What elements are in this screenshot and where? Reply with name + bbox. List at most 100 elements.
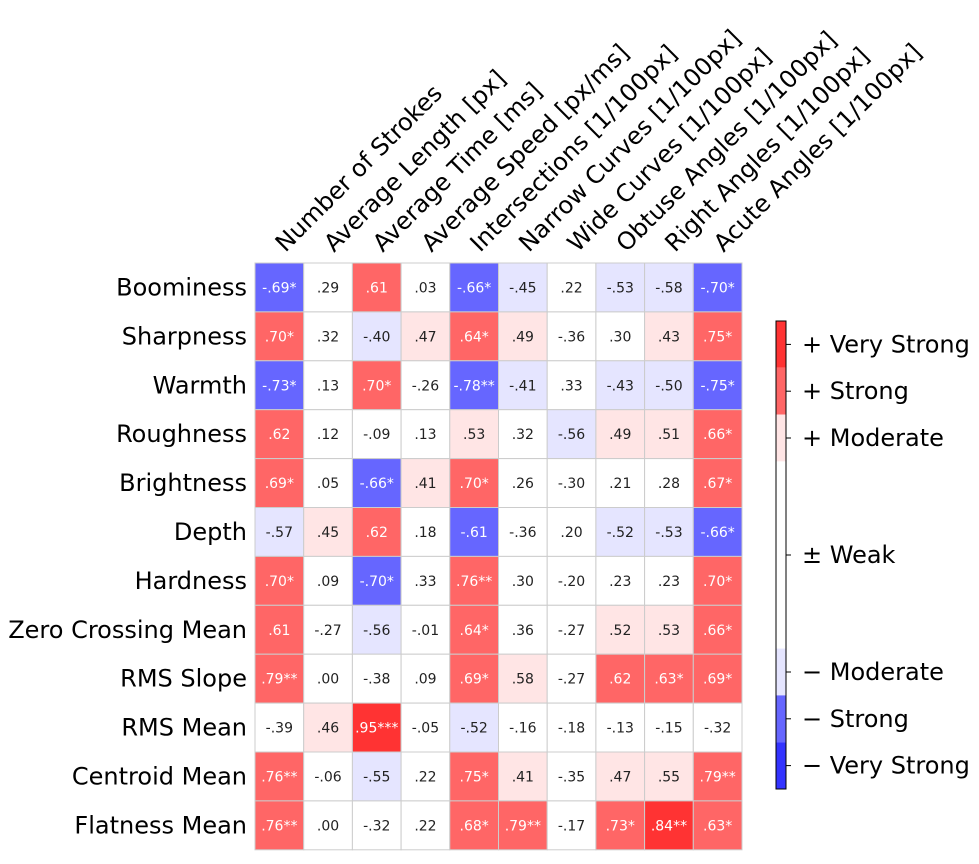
heatmap-cell: [644, 409, 694, 460]
heatmap-cell: [303, 458, 353, 509]
cell-value-label: .43: [658, 329, 680, 345]
cell-value-label: .76**: [456, 574, 492, 590]
cell-value-label: -.38: [363, 672, 390, 688]
heatmap-cell: [303, 604, 353, 655]
heatmap-cell: [546, 751, 597, 802]
row-label: Roughness: [116, 420, 247, 448]
cell-value-label: .73*: [606, 818, 635, 834]
heatmap-cell: [595, 262, 646, 313]
cell-value-label: .69*: [703, 672, 732, 688]
row-label: Zero Crossing Mean: [8, 616, 247, 644]
heatmap-cell: [546, 458, 597, 509]
colorbar-segment: [776, 367, 786, 415]
heatmap-cell: [303, 800, 353, 851]
heatmap-cell: [449, 702, 499, 753]
cell-value-label: .33: [560, 378, 582, 394]
heatmap-cell: [400, 604, 451, 655]
heatmap-cell: [692, 604, 743, 655]
heatmap-cell: [254, 262, 305, 313]
heatmap-cell: [498, 409, 548, 460]
heatmap-cell: [303, 653, 353, 704]
colorbar-segment: [776, 648, 786, 696]
cell-value-label: .00: [317, 818, 339, 834]
heatmap-cell: [546, 555, 597, 606]
cell-value-label: .63*: [703, 818, 732, 834]
heatmap-cell: [644, 800, 694, 851]
heatmap-cell: [351, 604, 402, 655]
cell-value-label: .47: [414, 329, 436, 345]
cell-value-label: .61: [268, 623, 290, 639]
heatmap-cell: [644, 507, 694, 557]
cell-value-label: -.17: [558, 818, 585, 834]
cell-value-label: .32: [512, 427, 534, 443]
heatmap-cell: [351, 458, 402, 509]
heatmap-cell: [449, 604, 499, 655]
heatmap-cell: [449, 751, 499, 802]
cell-value-label: -.43: [607, 378, 634, 394]
cell-value-label: .70*: [265, 329, 294, 345]
cell-value-label: .52: [609, 623, 631, 639]
cell-value-label: -.35: [558, 769, 585, 785]
colorbar: + Very Strong + Strong + Moderate ± Weak − M…: [775, 320, 970, 790]
heatmap-cell: [595, 604, 646, 655]
cell-value-label: -.36: [509, 525, 536, 541]
colorbar-label: − Strong: [802, 705, 909, 733]
heatmap-cell: [498, 604, 548, 655]
heatmap-cell: [351, 262, 402, 313]
row-label: Boominess: [116, 273, 247, 301]
cell-value-label: .55: [658, 769, 680, 785]
heatmap-cell: [692, 360, 743, 411]
cell-value-label: .66*: [703, 623, 732, 639]
cell-value-label: .76**: [261, 769, 297, 785]
cell-value-label: -.36: [558, 329, 585, 345]
cell-value-label: -.70*: [700, 280, 734, 296]
heatmap-cell: [546, 360, 597, 411]
cell-value-label: -.32: [704, 721, 731, 737]
cell-value-label: .62: [609, 672, 631, 688]
cell-value-label: .22: [414, 818, 436, 834]
cell-value-label: -.32: [363, 818, 390, 834]
heatmap-cell: [498, 458, 548, 509]
cell-value-label: .03: [414, 280, 436, 296]
cell-value-label: .75*: [460, 769, 489, 785]
cell-value-label: .45: [317, 525, 339, 541]
heatmap-cell: [644, 360, 694, 411]
heatmap-cell: [449, 458, 499, 509]
heatmap-cell: [254, 653, 305, 704]
cell-value-label: -.50: [655, 378, 682, 394]
heatmap-cell: [351, 800, 402, 851]
heatmap-cell: [400, 751, 451, 802]
heatmap-cell: [400, 311, 451, 362]
cell-value-label: .46: [317, 721, 339, 737]
cell-value-label: .69*: [460, 672, 489, 688]
cell-value-label: -.53: [655, 525, 682, 541]
cell-value-label: -.66*: [700, 525, 734, 541]
heatmap-cell: [400, 507, 451, 557]
heatmap-cell: [449, 800, 499, 851]
heatmap-cell: [595, 751, 646, 802]
cell-value-label: .62: [268, 427, 290, 443]
cell-value-label: .21: [609, 476, 631, 492]
cell-value-label: .67*: [703, 476, 732, 492]
heatmap-cell: [692, 262, 743, 313]
cell-value-label: -.52: [607, 525, 634, 541]
heatmap-cell: [303, 360, 353, 411]
cell-value-label: .49: [609, 427, 631, 443]
cell-value-label: .51: [658, 427, 680, 443]
cell-value-label: -.20: [558, 574, 585, 590]
heatmap-cells: -.69* .29 .61 .03 -.66* -.45 .22 -.53 -.58 -.70*.…: [254, 262, 743, 851]
heatmap-cell: [303, 311, 353, 362]
heatmap-cell: [498, 555, 548, 606]
cell-value-label: .09: [414, 672, 436, 688]
heatmap-cell: [644, 653, 694, 704]
cell-value-label: .20: [560, 525, 582, 541]
heatmap-cell: [692, 555, 743, 606]
cell-value-label: .00: [317, 672, 339, 688]
cell-value-label: -.78**: [453, 378, 494, 394]
cell-value-label: .29: [317, 280, 339, 296]
cell-value-label: .64*: [460, 623, 489, 639]
colorbar-label: + Strong: [802, 377, 909, 405]
heatmap-cell: [692, 458, 743, 509]
heatmap-cell: [644, 458, 694, 509]
cell-value-label: -.56: [363, 623, 390, 639]
